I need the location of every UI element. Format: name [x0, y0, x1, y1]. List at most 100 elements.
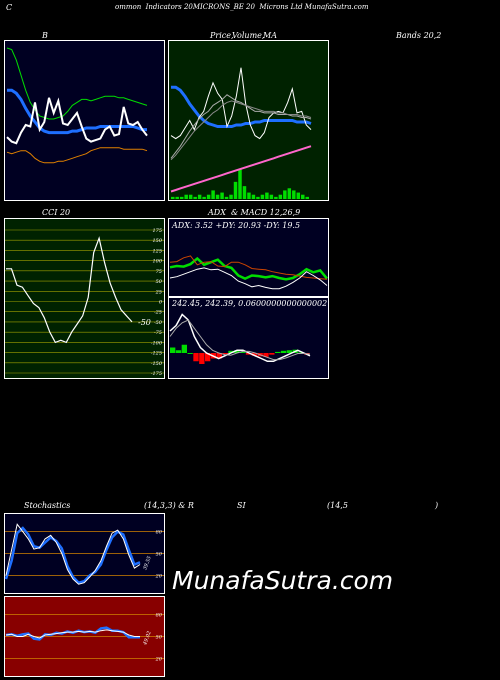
volume-bar — [211, 190, 215, 199]
volume-bar — [274, 196, 278, 199]
adx-chart: ADX: 3.52 +DY: 20.93 -DY: 19.5 — [168, 218, 329, 297]
volume-bar — [283, 190, 287, 199]
rsi-chart: 80 50 20 49.02 — [4, 596, 165, 677]
bb-label: B — [42, 31, 48, 40]
panel-frame — [4, 40, 165, 201]
stoch-last-value: 39.55 — [142, 555, 153, 571]
volume-bar — [229, 194, 233, 199]
bands-label: Bands 20,2 — [396, 31, 442, 40]
macd-histogram-bar — [228, 350, 234, 353]
rsi-tick-label: 80 — [156, 613, 163, 619]
volume-trend-line — [170, 145, 312, 193]
price-ma-chart — [168, 40, 329, 201]
rsi-tick-label: 20 — [155, 656, 163, 662]
cci-tick-label: -25 — [154, 310, 162, 316]
cci-tick-label: 100 — [152, 259, 162, 265]
macd-histogram-bar — [251, 353, 257, 356]
rsi-params: (14,5 — [327, 501, 348, 510]
macd-histogram-bar — [269, 353, 275, 355]
volume-bar — [256, 196, 260, 199]
volume-bar — [206, 194, 211, 199]
macd-histogram-bar — [298, 352, 304, 354]
volume-label: Volume, — [232, 31, 265, 40]
adx-series-line-0 — [169, 256, 328, 281]
volume-bar — [215, 194, 220, 199]
volume-bar — [287, 188, 292, 199]
cci-chart: 1751501251007550250-25-50-75-100-125-150… — [4, 218, 165, 379]
volume-bar — [202, 196, 206, 199]
volume-bar — [251, 194, 256, 199]
cci-tick-label: -175 — [151, 371, 162, 377]
volume-bar — [220, 192, 224, 199]
volume-bar — [197, 194, 202, 199]
volume-bar — [292, 190, 296, 199]
price-series-line-1 — [170, 67, 312, 140]
macd-histogram-bar — [199, 353, 205, 364]
macd-chart: 242.45, 242.39, 0.0600000000000002 — [168, 297, 329, 379]
price-label: Price, — [210, 31, 234, 40]
panel-frame — [4, 218, 165, 379]
macd-histogram-bar — [222, 353, 228, 355]
bb-series-line-0 — [6, 47, 148, 120]
bb-series-line-1 — [7, 88, 147, 135]
volume-bar — [188, 194, 193, 199]
bollinger-chart — [4, 40, 165, 201]
macd-histogram-bar — [280, 350, 287, 353]
volume-bar — [238, 169, 242, 199]
stoch-tick-label: 20 — [155, 573, 163, 579]
adx-series-line-2 — [169, 267, 328, 290]
rsi-close: ) — [435, 501, 439, 510]
volume-bar — [260, 194, 265, 199]
volume-bar — [184, 194, 188, 199]
cci-tick-label: -125 — [151, 351, 162, 357]
macd-series-line-0 — [169, 313, 311, 363]
price-series-line-3 — [170, 100, 312, 161]
header-c: C — [6, 3, 13, 12]
macd-histogram-bar — [187, 353, 193, 354]
cci-tick-label: 175 — [152, 228, 162, 234]
macd-histogram-bar — [175, 350, 182, 353]
cci-tick-label: -50 — [154, 320, 163, 326]
page-title: ommon Indicators 20MICRONS_BE 20 Microns… — [115, 3, 369, 11]
stoch-params: (14,3,3) & R — [144, 501, 194, 510]
cci-label: CCI 20 — [42, 208, 71, 217]
stoch-series-line-1 — [5, 523, 141, 585]
watermark: MunafaSutra.com — [172, 566, 394, 595]
stoch-label: Stochastics — [24, 501, 71, 510]
volume-bar — [269, 194, 274, 199]
rsi-last-value: 49.02 — [142, 630, 153, 646]
macd-values-text: 242.45, 242.39, 0.0600000000000002 — [171, 299, 327, 308]
cci-tick-label: 150 — [152, 238, 162, 244]
rsi-tick-label: 50 — [156, 635, 163, 641]
macd-series-line-1 — [169, 319, 311, 361]
cci-tick-label: 75 — [156, 269, 162, 275]
cci-tick-label: 0 — [159, 300, 163, 306]
volume-bar — [247, 192, 251, 199]
macd-histogram-bar — [193, 353, 199, 362]
cci-tick-label: -150 — [151, 361, 163, 367]
rsi-label: SI — [237, 501, 246, 510]
bb-series-line-3 — [6, 97, 148, 145]
volume-bar — [233, 181, 238, 199]
cci-tick-label: 125 — [152, 248, 162, 254]
volume-bar — [179, 196, 184, 199]
adx-macd-label: ADX & MACD 12,26,9 — [208, 208, 301, 217]
stoch-tick-label: 80 — [156, 530, 163, 536]
cci-tick-label: -100 — [151, 340, 163, 346]
macd-histogram-bar — [275, 351, 281, 353]
cci-tick-label: 50 — [156, 279, 163, 285]
macd-histogram-bar — [205, 353, 211, 362]
panel-frame — [168, 297, 329, 379]
macd-histogram-bar — [234, 350, 240, 353]
panel-frame — [168, 218, 329, 297]
volume-bar — [301, 194, 305, 199]
cci-tick-label: -75 — [154, 330, 162, 336]
rsi-series-line-0 — [5, 626, 140, 641]
volume-bar — [296, 192, 301, 199]
macd-histogram-bar — [240, 351, 246, 353]
rsi-series-line-1 — [5, 629, 140, 639]
volume-bar — [193, 196, 197, 199]
volume-bar — [171, 196, 175, 199]
ma-label: MA — [263, 31, 277, 40]
